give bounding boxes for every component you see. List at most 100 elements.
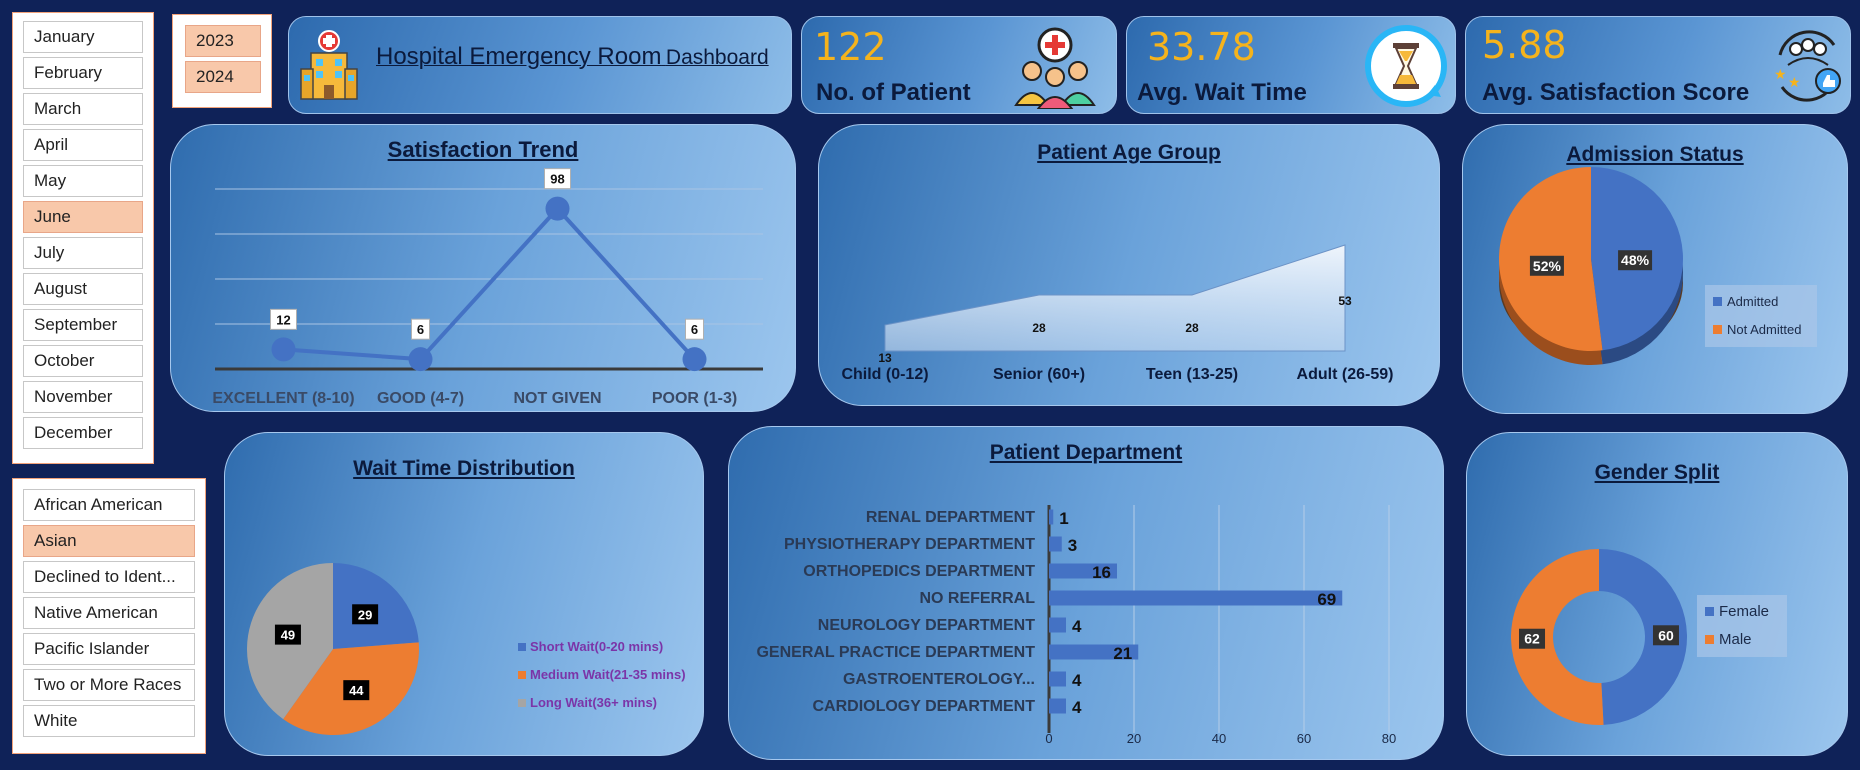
dept-xtick-60: 60 [1297, 731, 1311, 746]
age-area [884, 244, 1346, 352]
patients-icon [1014, 27, 1096, 109]
wait-data-label-long-wait-36-mins: 49 [281, 628, 295, 643]
race-item-declined[interactable]: Declined to Ident... [23, 561, 195, 593]
kpi-wait-value: 33.78 [1147, 25, 1256, 69]
dept-tick-orthopedics-department: ORTHOPEDICS DEPARTMENT [803, 563, 1035, 580]
month-item-july[interactable]: July [23, 237, 143, 269]
month-item-february[interactable]: February [23, 57, 143, 89]
gender-legend-swatch-male [1705, 635, 1714, 644]
month-item-october[interactable]: October [23, 345, 143, 377]
gender-legend-female: Female [1719, 603, 1769, 620]
dept-bar-renal-department [1049, 509, 1054, 525]
kpi-satisfaction-value: 5.88 [1482, 23, 1567, 67]
dept-xtick-20: 20 [1127, 731, 1141, 746]
wait-data-label-short-wait-0-20-mins: 29 [358, 607, 372, 622]
month-item-december[interactable]: December [23, 417, 143, 449]
dept-bar-orthopedics-department [1049, 563, 1117, 579]
race-item-pacific-islander[interactable]: Pacific Islander [23, 633, 195, 665]
admission-data-label-not-admitted: 52% [1533, 258, 1562, 274]
gender-title: Gender Split [1594, 461, 1720, 484]
dashboard-title-suffix: Dashboard [665, 46, 769, 69]
svg-text:★: ★ [1788, 74, 1801, 90]
department-panel: Patient Department 0 20 40 60 80 RENAL DEPART… [728, 426, 1444, 760]
dept-data-label-cardiology-department: 4 [1072, 698, 1082, 717]
wait-time-panel: Wait Time Distribution 29 44 49 Short Wait(… [224, 432, 704, 756]
race-item-two-or-more[interactable]: Two or More Races [23, 669, 195, 701]
race-item-african-american[interactable]: African American [23, 489, 195, 521]
gender-data-label-male-bg [1519, 628, 1546, 649]
satisfaction-icon: ★ ★ [1774, 30, 1841, 102]
kpi-satisfaction-card: 5.88 Avg. Satisfaction Score ★ ★ [1465, 16, 1851, 114]
year-item-2024[interactable]: 2024 [185, 61, 261, 93]
year-item-2023[interactable]: 2023 [185, 25, 261, 57]
dept-xtick-40: 40 [1212, 731, 1226, 746]
gender-data-label-female-bg [1652, 625, 1679, 646]
wait-legend-swatch-medium-wait-21-35-mins [518, 671, 526, 679]
age-tick-child-0-12: Child (0-12) [841, 366, 928, 383]
age-data-label-adult-26-59: 53 [1338, 294, 1352, 308]
month-item-september[interactable]: September [23, 309, 143, 341]
age-tick-teen-13-25: Teen (13-25) [1146, 366, 1238, 383]
wait-legend-short-wait-0-20-mins: Short Wait(0-20 mins) [530, 639, 663, 654]
age-group-panel: Patient Age Group 13 Child (0-12) 28 Senior… [818, 124, 1440, 406]
wait-data-label-medium-wait-21-35-mins-bg [343, 680, 370, 701]
trend-point-poor-1-3 [682, 347, 707, 372]
race-item-asian[interactable]: Asian [23, 525, 195, 557]
age-tick-senior-60: Senior (60+) [993, 366, 1085, 383]
trend-data-label-not-given: 98 [550, 172, 564, 187]
month-item-august[interactable]: August [23, 273, 143, 305]
trend-data-label-not-given-bg [544, 168, 571, 190]
dept-data-label-orthopedics-department: 16 [1092, 563, 1111, 582]
kpi-satisfaction-label: Avg. Satisfaction Score [1482, 79, 1750, 106]
admission-chart: 48% 52% Admitted Not Admitted [1498, 167, 1817, 365]
dept-tick-gastroenterology: GASTROENTEROLOGY... [843, 671, 1035, 688]
dept-data-label-neurology-department: 4 [1072, 617, 1082, 636]
kpi-patients-card: 122 No. of Patient [801, 16, 1117, 114]
dept-xtick-80: 80 [1382, 731, 1396, 746]
dept-data-label-no-referral: 69 [1317, 590, 1336, 609]
trend-tick-not-given: NOT GIVEN [513, 390, 601, 407]
wait-data-label-short-wait-0-20-mins-bg [352, 604, 379, 625]
gender-slice-male [1511, 549, 1604, 725]
satisfaction-trend-panel: Satisfaction Trend 12 EXCELLENT (8-10) 6 GO… [170, 124, 796, 412]
gender-legend-male: Male [1719, 631, 1752, 648]
month-item-may[interactable]: May [23, 165, 143, 197]
wait-data-label-long-wait-36-mins-bg [274, 624, 301, 645]
satisfaction-trend-chart: 12 EXCELLENT (8-10) 6 GOOD (4-7) 98 NOT GIVEN… [212, 168, 763, 407]
hourglass-icon [1365, 25, 1447, 107]
wait-time-title: Wait Time Distribution [353, 457, 575, 480]
trend-point-excellent-8-10 [271, 337, 296, 362]
trend-tick-good-4-7: GOOD (4-7) [377, 390, 464, 407]
dept-tick-cardiology-department: CARDIOLOGY DEPARTMENT [812, 698, 1035, 715]
trend-data-label-good-4-7: 6 [417, 322, 424, 337]
dept-bar-gastroenterology [1049, 671, 1066, 687]
month-item-march[interactable]: March [23, 93, 143, 125]
race-item-native-american[interactable]: Native American [23, 597, 195, 629]
dept-data-label-gastroenterology: 4 [1072, 671, 1082, 690]
admission-legend-swatch-admitted [1713, 297, 1722, 306]
admission-legend-not-admitted: Not Admitted [1727, 322, 1801, 337]
trend-data-label-good-4-7-bg [411, 318, 430, 340]
satisfaction-trend-title: Satisfaction Trend [387, 137, 579, 162]
dept-tick-physiotherapy-department: PHYSIOTHERAPY DEPARTMENT [784, 536, 1035, 553]
age-data-label-senior-60: 28 [1032, 321, 1046, 335]
admission-legend-bg [1705, 285, 1817, 347]
admission-legend-swatch-not-admitted [1713, 325, 1722, 334]
month-item-june[interactable]: June [23, 201, 143, 233]
dashboard-title-main: Hospital Emergency Room [376, 43, 662, 70]
trend-data-label-poor-1-3-bg [685, 318, 704, 340]
month-item-april[interactable]: April [23, 129, 143, 161]
month-item-november[interactable]: November [23, 381, 143, 413]
dept-bar-neurology-department [1049, 617, 1066, 633]
kpi-wait-card: 33.78 Avg. Wait Time [1126, 16, 1456, 114]
dept-bar-cardiology-department [1049, 698, 1066, 714]
month-item-january[interactable]: January [23, 21, 143, 53]
admission-data-label-admitted-bg [1618, 250, 1653, 271]
trend-line [283, 205, 696, 362]
dept-bar-no-referral [1049, 590, 1343, 606]
header-card: Hospital Emergency Room Dashboard [288, 16, 792, 114]
age-group-title: Patient Age Group [1037, 141, 1221, 164]
admission-data-label-admitted: 48% [1621, 252, 1650, 268]
race-item-white[interactable]: White [23, 705, 195, 737]
department-title: Patient Department [989, 441, 1183, 464]
